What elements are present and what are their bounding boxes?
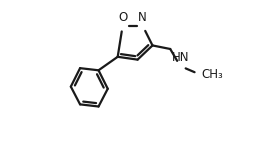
Text: HN: HN [172, 51, 189, 64]
Text: CH₃: CH₃ [202, 68, 224, 81]
Text: N: N [138, 11, 147, 24]
Text: O: O [118, 11, 127, 24]
